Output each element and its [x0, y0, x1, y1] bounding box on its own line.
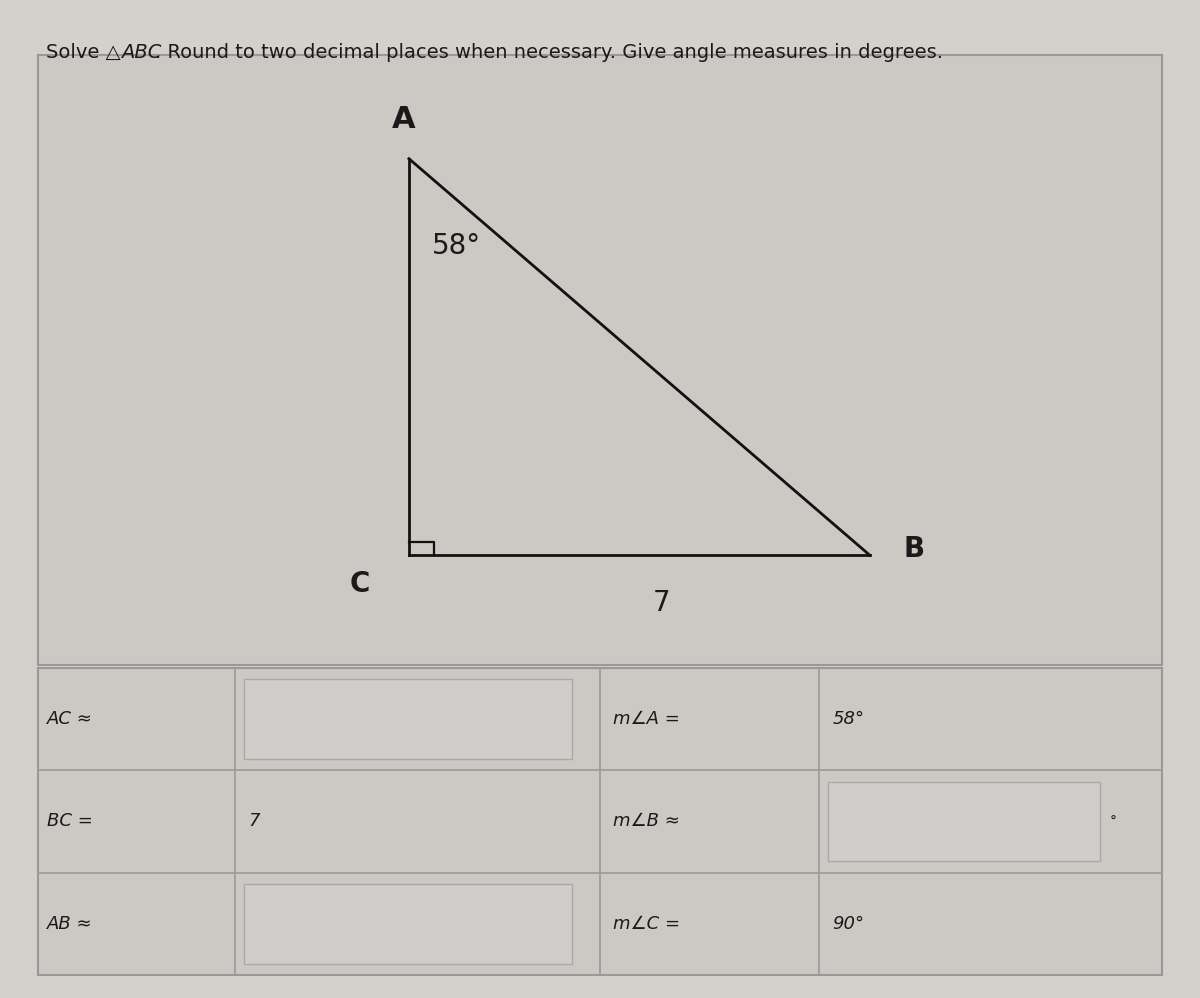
Text: AC ≈: AC ≈ [47, 711, 92, 729]
Text: 7: 7 [653, 589, 671, 617]
Bar [244, 680, 572, 759]
Text: BC =: BC = [47, 812, 92, 830]
Text: 58°: 58° [833, 711, 865, 729]
Text: 58°: 58° [432, 232, 480, 259]
Text: ABC: ABC [121, 43, 162, 62]
Text: Solve △: Solve △ [46, 43, 120, 62]
Text: B: B [904, 535, 925, 563]
Bar [828, 781, 1100, 861]
Text: m∠B ≈: m∠B ≈ [613, 812, 680, 830]
Text: m∠C =: m∠C = [613, 915, 680, 933]
Text: m∠A =: m∠A = [613, 711, 680, 729]
Text: 90°: 90° [833, 915, 865, 933]
Text: 7: 7 [248, 812, 259, 830]
Text: . Round to two decimal places when necessary. Give angle measures in degrees.: . Round to two decimal places when neces… [155, 43, 943, 62]
Text: °: ° [1109, 814, 1116, 828]
Text: AB ≈: AB ≈ [47, 915, 92, 933]
Bar [244, 884, 572, 964]
Text: C: C [349, 571, 370, 599]
Text: A: A [391, 106, 415, 135]
